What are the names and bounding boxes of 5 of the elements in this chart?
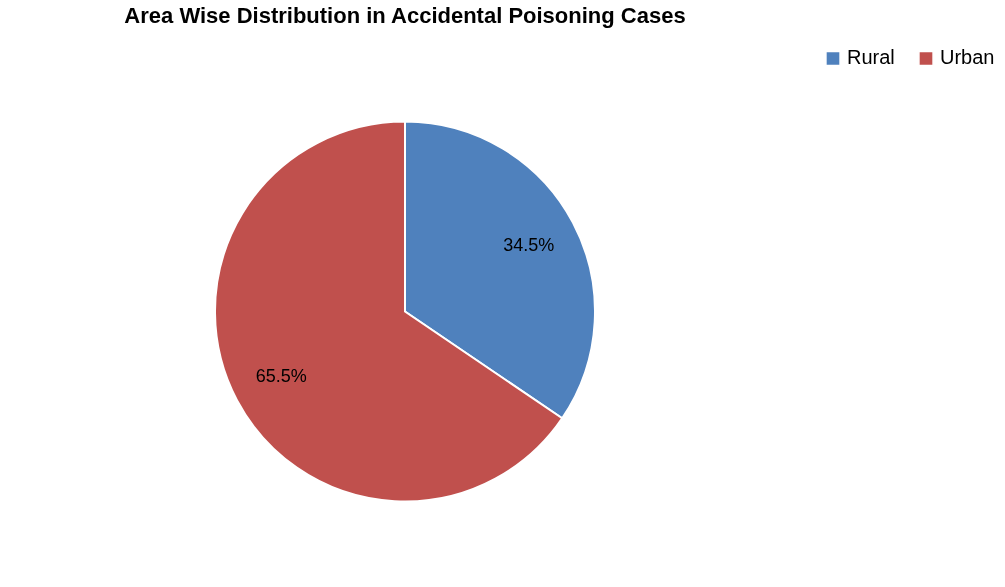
legend-label: Rural bbox=[847, 46, 895, 69]
legend-label: Urban bbox=[940, 46, 995, 69]
data-label: 34.5% bbox=[503, 234, 555, 255]
data-label: 65.5% bbox=[255, 366, 307, 387]
chart-title: Area Wise Distribution in Accidental Poisoning Cases bbox=[124, 3, 686, 28]
